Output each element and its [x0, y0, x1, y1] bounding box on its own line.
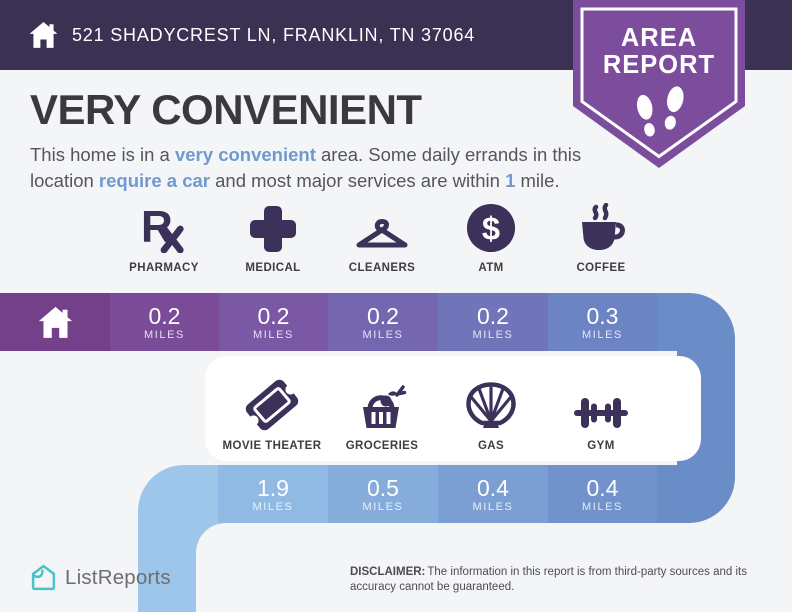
- poi-label: MOVIE THEATER: [222, 440, 322, 452]
- footer-area: [196, 523, 792, 612]
- poi-label: GAS: [477, 440, 505, 452]
- summary-text-part: This home is in a: [30, 144, 175, 165]
- bar-home-cell: [0, 293, 110, 351]
- badge-line1: AREA: [621, 24, 697, 52]
- distance-unit: MILES: [143, 328, 185, 341]
- poi-groceries: GROCERIES: [327, 368, 437, 452]
- badge-line2: REPORT: [603, 51, 715, 79]
- poi-label: CLEANERS: [348, 262, 416, 274]
- distance-value: 0.2: [257, 302, 290, 329]
- area-report-badge: AREA REPORT: [573, 0, 745, 168]
- medical-cross-icon: [250, 206, 296, 252]
- property-address: 521 SHADYCREST LN, FRANKLIN, TN 37064: [72, 24, 476, 45]
- bar-corner-top-right: [657, 293, 735, 351]
- shell-icon: [466, 382, 516, 428]
- hanger-icon: [356, 219, 408, 248]
- bar-connector-left: [138, 511, 196, 612]
- distance-cell-coffee: 0.3 MILES: [548, 293, 657, 351]
- poi-movie-theater: MOVIE THEATER: [217, 368, 327, 452]
- summary-text-part: and most major services are within: [209, 170, 506, 191]
- distance-value: 0.2: [367, 302, 399, 329]
- summary-text: This home is in a very convenient area. …: [30, 142, 605, 194]
- dollar-circle-icon: $: [466, 203, 516, 253]
- footprints-icon: [636, 86, 684, 137]
- summary-line-1: This home is in a very convenient area. …: [30, 142, 605, 168]
- summary-line-2: location require a car and most major se…: [30, 168, 605, 194]
- poi-atm: $ ATM: [436, 200, 546, 274]
- distance-cell-gym: 0.4 MILES: [548, 465, 657, 523]
- poi-medical: MEDICAL: [218, 200, 328, 274]
- dumbbell-icon: [574, 398, 628, 428]
- disclaimer: DISCLAIMER: The information in this repor…: [350, 565, 770, 595]
- coffee-cup-icon: [582, 203, 625, 250]
- poi-label: GROCERIES: [345, 440, 419, 452]
- distance-cell-medical: 0.2 MILES: [219, 293, 328, 351]
- home-icon: [38, 306, 72, 338]
- poi-label: GYM: [587, 440, 615, 452]
- distance-value: 0.2: [148, 302, 181, 329]
- bar-corner-bottom-right: [657, 465, 735, 523]
- distance-value: 1.9: [257, 474, 289, 501]
- highlight-require-a-car: require a car: [98, 170, 210, 191]
- summary-text-part: mile.: [515, 170, 560, 191]
- distance-value: 0.2: [477, 302, 509, 329]
- distance-cell-movie-theater: 1.9 MILES: [218, 465, 328, 523]
- summary-text-part: location: [30, 170, 99, 191]
- poi-pharmacy: R PHARMACY: [109, 200, 219, 274]
- distance-unit: MILES: [252, 328, 294, 341]
- distance-unit: MILES: [581, 328, 623, 341]
- disclaimer-text: The information in this report is from t…: [350, 566, 747, 593]
- summary-text-part: area. Some daily errands in this: [315, 144, 582, 165]
- poi-label: COFFEE: [576, 262, 626, 274]
- distance-value: 0.4: [586, 474, 619, 501]
- distance-value: 0.3: [586, 302, 619, 329]
- listreports-logo: ListReports: [30, 564, 171, 591]
- distance-unit: MILES: [252, 500, 294, 513]
- distance-unit: MILES: [362, 328, 404, 341]
- distance-unit: MILES: [362, 500, 404, 513]
- bar-corner-top-left: [138, 465, 218, 523]
- ticket-icon: [245, 379, 299, 431]
- highlight-very-convenient: very convenient: [174, 144, 316, 165]
- poi-label: PHARMACY: [129, 262, 199, 274]
- highlight-1-mile: 1: [505, 170, 516, 191]
- brand-name: ListReports: [65, 565, 171, 589]
- distance-cell-gas: 0.4 MILES: [438, 465, 548, 523]
- listreports-house-icon: [31, 564, 56, 591]
- page-title: VERY CONVENIENT: [30, 86, 422, 133]
- svg-text:$: $: [482, 210, 500, 247]
- home-icon: [29, 21, 58, 48]
- poi-gas: GAS: [436, 368, 546, 452]
- distance-cell-groceries: 0.5 MILES: [328, 465, 438, 523]
- grocery-basket-icon: [363, 385, 407, 428]
- poi-coffee: COFFEE: [546, 200, 656, 274]
- poi-label: MEDICAL: [245, 262, 301, 274]
- distance-cell-pharmacy: 0.2 MILES: [110, 293, 219, 351]
- poi-label: ATM: [478, 262, 504, 274]
- distance-value: 0.4: [477, 474, 509, 501]
- distance-unit: MILES: [472, 328, 514, 341]
- distance-cell-cleaners: 0.2 MILES: [328, 293, 438, 351]
- disclaimer-label: DISCLAIMER:: [350, 566, 426, 578]
- distance-unit: MILES: [472, 500, 514, 513]
- poi-cleaners: CLEANERS: [327, 200, 437, 274]
- pharmacy-rx-icon: R: [141, 203, 184, 253]
- distance-cell-atm: 0.2 MILES: [438, 293, 548, 351]
- distance-value: 0.5: [367, 474, 399, 501]
- distance-unit: MILES: [581, 500, 623, 513]
- poi-gym: GYM: [546, 368, 656, 452]
